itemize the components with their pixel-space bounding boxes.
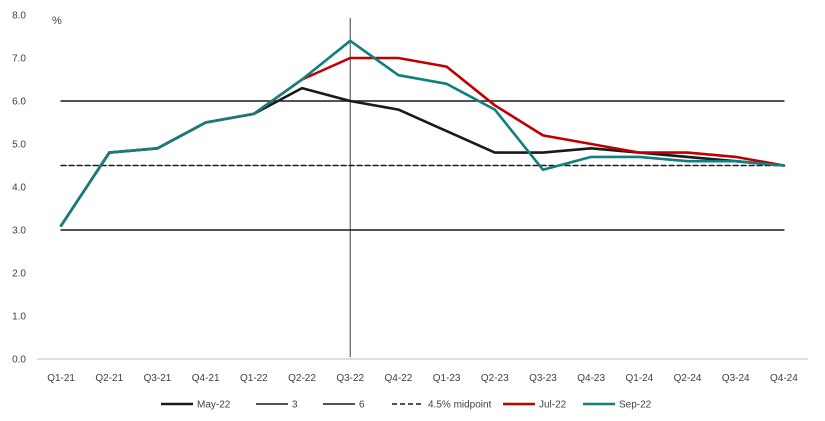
legend-item: 4.5% midpoint xyxy=(392,400,492,411)
series-layer xyxy=(59,39,786,231)
legend-label: May-22 xyxy=(197,400,231,411)
x-tick-label: Q3-21 xyxy=(144,373,172,384)
series-line-may-22 xyxy=(59,86,786,227)
y-tick-label: 3.0 xyxy=(12,226,26,237)
legend-item: May-22 xyxy=(161,400,231,411)
legend-label: Sep-22 xyxy=(619,400,652,411)
x-tick-label: Q2-22 xyxy=(288,373,316,384)
legend-label: Jul-22 xyxy=(539,400,567,411)
x-tick-label: Q1-23 xyxy=(433,373,461,384)
legend-label: 4.5% midpoint xyxy=(428,400,492,411)
legend-label: 3 xyxy=(292,400,298,411)
x-tick-label: Q4-21 xyxy=(192,373,220,384)
x-tick-label: Q3-23 xyxy=(529,373,557,384)
legend: May-22 3 6 4.5% midpoint Jul-22 Sep-22 xyxy=(161,400,652,411)
x-tick-label: Q3-22 xyxy=(336,373,364,384)
y-tick-label: 5.0 xyxy=(12,140,26,151)
x-tick-label: Q4-22 xyxy=(385,373,413,384)
y-tick-label: 1.0 xyxy=(12,312,26,323)
x-tick-label: Q4-24 xyxy=(770,373,798,384)
y-tick-label: 6.0 xyxy=(12,97,26,108)
y-tick-label: 8.0 xyxy=(12,11,26,22)
y-tick-label: 2.0 xyxy=(12,269,26,280)
y-tick-label: 4.0 xyxy=(12,183,26,194)
axes: 0.0 1.0 2.0 3.0 4.0 5.0 6.0 7.0 8.0 Q1-21 Q2-21 Q3-… xyxy=(12,11,808,384)
x-tick-label: Q1-22 xyxy=(240,373,268,384)
legend-item: Jul-22 xyxy=(503,400,567,411)
y-tick-label: 7.0 xyxy=(12,54,26,65)
legend-item: Sep-22 xyxy=(583,400,652,411)
x-tick-label: Q1-21 xyxy=(47,373,75,384)
y-axis-unit-label: % xyxy=(52,15,62,27)
y-tick-label: 0.0 xyxy=(12,355,26,366)
series-line-sep-22 xyxy=(59,39,786,227)
legend-label: 6 xyxy=(359,400,365,411)
x-tick-label: Q2-21 xyxy=(95,373,123,384)
x-tick-label: Q3-24 xyxy=(722,373,750,384)
x-tick-label: Q2-23 xyxy=(481,373,509,384)
legend-item: 3 xyxy=(256,400,298,411)
x-tick-label: Q4-23 xyxy=(577,373,605,384)
x-tick-label: Q1-24 xyxy=(625,373,653,384)
legend-item: 6 xyxy=(323,400,365,411)
x-tick-label: Q2-24 xyxy=(674,373,702,384)
